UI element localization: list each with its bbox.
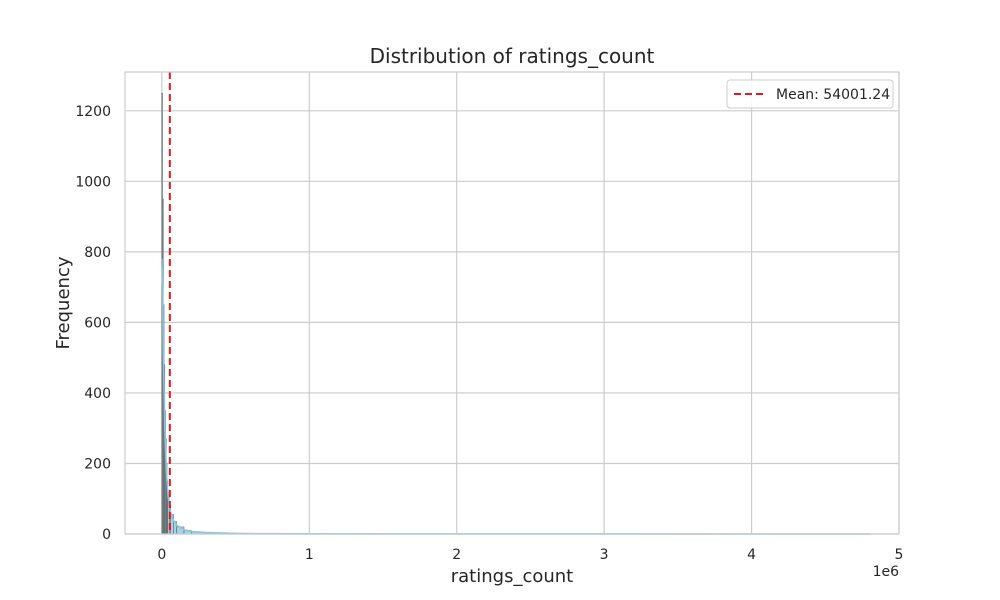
x-tick-label: 0 <box>157 547 166 563</box>
x-axis-label: ratings_count <box>451 566 573 587</box>
x-tick-label: 4 <box>747 547 756 563</box>
y-tick-label: 800 <box>84 245 111 261</box>
plot-frame <box>124 71 900 535</box>
x-tick-label: 2 <box>452 547 461 563</box>
legend: Mean: 54001.24 <box>726 79 894 109</box>
y-tick-label: 400 <box>84 386 111 402</box>
y-tick-label: 1200 <box>75 104 111 120</box>
y-tick-label: 0 <box>102 527 111 543</box>
x-tick-label: 1 <box>305 547 314 563</box>
y-tick-labels: 0 200 400 600 800 1000 1200 <box>75 104 111 543</box>
chart-title: Distribution of ratings_count <box>370 44 655 68</box>
x-axis-offset-label: 1e6 <box>873 564 900 580</box>
legend-box <box>726 79 894 109</box>
x-tick-label: 5 <box>895 547 904 563</box>
y-axis-label: Frequency <box>53 256 74 349</box>
x-tick-labels: 0 1 2 3 4 5 <box>157 547 903 563</box>
y-tick-label: 1000 <box>75 174 111 190</box>
y-tick-label: 600 <box>84 315 111 331</box>
y-tick-label: 200 <box>84 456 111 472</box>
legend-mean-label: Mean: 54001.24 <box>776 87 890 103</box>
x-tick-label: 3 <box>600 547 609 563</box>
